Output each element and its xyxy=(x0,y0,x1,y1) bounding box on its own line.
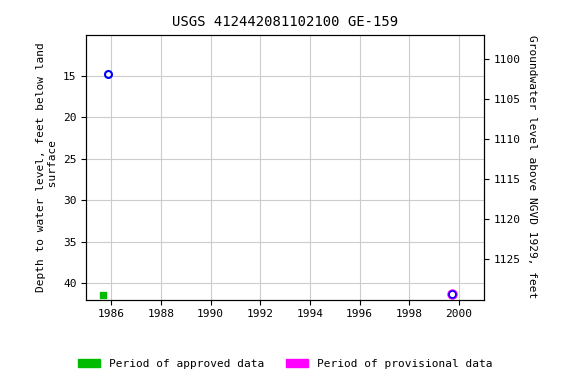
Y-axis label: Depth to water level, feet below land
 surface: Depth to water level, feet below land su… xyxy=(36,42,58,292)
Y-axis label: Groundwater level above NGVD 1929, feet: Groundwater level above NGVD 1929, feet xyxy=(527,35,537,299)
Legend: Period of approved data, Period of provisional data: Period of approved data, Period of provi… xyxy=(73,354,497,374)
Title: USGS 412442081102100 GE-159: USGS 412442081102100 GE-159 xyxy=(172,15,398,29)
